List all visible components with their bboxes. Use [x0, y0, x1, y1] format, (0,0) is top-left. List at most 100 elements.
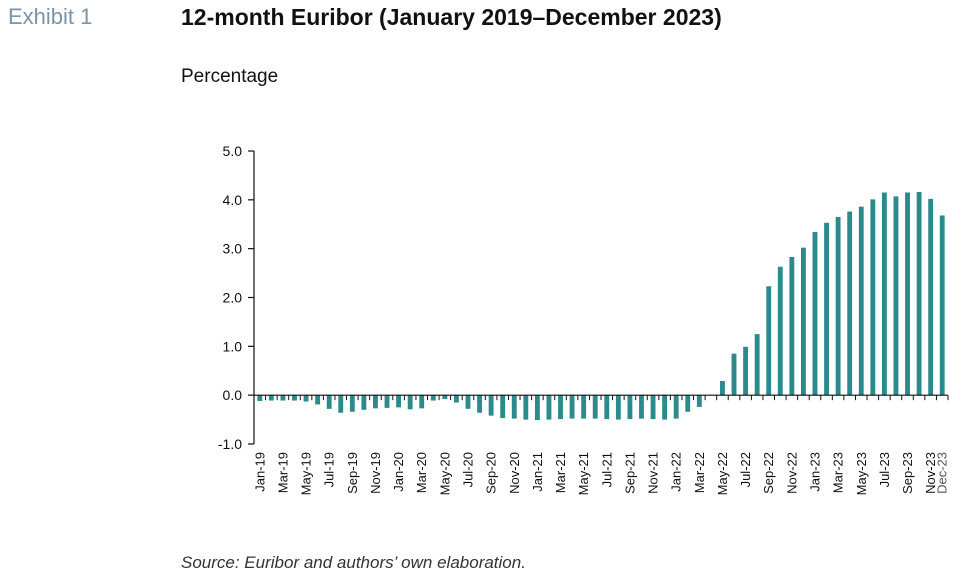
y-tick-label: 3.0: [223, 241, 243, 257]
x-tick-label-Jan-19: Jan-19: [252, 452, 267, 492]
bar-May-19: [303, 395, 309, 402]
bar-Nov-21: [650, 395, 656, 420]
bar-Sep-22: [766, 286, 772, 396]
bar-Oct-23: [916, 192, 922, 396]
bar-Jul-20: [465, 395, 471, 409]
y-tick-label: 0.0: [223, 387, 243, 403]
source-note: Source: Euribor and authors’ own elabora…: [181, 553, 526, 572]
x-tick-label-Nov-19: Nov-19: [368, 452, 383, 494]
x-tick-label-Mar-19: Mar-19: [275, 452, 290, 493]
x-tick-label-Sep-22: Sep-22: [761, 452, 776, 494]
x-tick-label-May-19: May-19: [299, 452, 314, 495]
y-axis-unit-label: Percentage: [181, 66, 279, 87]
bar-Apr-19: [292, 395, 297, 401]
bar-May-20: [442, 395, 448, 400]
bar-Jul-21: [604, 395, 610, 420]
bar-Feb-22: [685, 395, 691, 412]
x-tick-label-Nov-21: Nov-21: [646, 452, 661, 494]
bar-Jul-19: [326, 395, 332, 409]
x-tick-label-Jul-20: Jul-20: [460, 452, 475, 487]
bar-Mar-23: [835, 216, 841, 396]
chart-title: 12-month Euribor (January 2019–December …: [181, 4, 722, 30]
bar-Sep-19: [349, 395, 355, 412]
bar-Jan-20: [396, 395, 402, 408]
x-tick-label-Jan-22: Jan-22: [669, 452, 684, 492]
bar-Nov-19: [373, 395, 378, 409]
bar-Aug-19: [338, 395, 344, 413]
bar-Dec-21: [662, 395, 668, 420]
x-tick-label-Dec-23: Dec-23: [935, 452, 950, 494]
x-tick-label-Mar-23: Mar-23: [831, 452, 846, 493]
x-tick-label-Jan-21: Jan-21: [530, 452, 545, 492]
bar-Jan-22: [673, 395, 679, 419]
bar-Feb-21: [546, 395, 552, 420]
x-tick-label-Mar-22: Mar-22: [692, 452, 707, 493]
x-tick-label-Jan-23: Jan-23: [807, 452, 822, 492]
bar-Nov-22: [789, 256, 795, 396]
bar-Feb-19: [268, 395, 274, 401]
x-tick-label-Mar-20: Mar-20: [414, 452, 429, 493]
x-tick-label-Sep-23: Sep-23: [900, 452, 915, 494]
bar-Oct-19: [361, 395, 367, 410]
bar-May-22: [720, 381, 725, 396]
bar-Sep-23: [905, 192, 910, 396]
bar-Jul-22: [743, 346, 749, 396]
bar-Oct-21: [639, 395, 644, 419]
bar-Jan-21: [534, 395, 540, 421]
bar-Oct-20: [500, 395, 506, 419]
bar-May-21: [581, 395, 587, 419]
bar-Mar-20: [419, 395, 425, 409]
y-tick-label: -1.0: [218, 436, 242, 452]
bar-Oct-22: [777, 266, 783, 396]
bar-Jun-22: [731, 353, 737, 396]
y-tick-label: 2.0: [223, 290, 243, 306]
bar-Jun-20: [453, 395, 459, 403]
x-tick-label-May-20: May-20: [437, 452, 452, 495]
bar-Dec-22: [800, 247, 806, 396]
bar-Jun-19: [315, 395, 321, 405]
x-tick-label-Jan-20: Jan-20: [391, 452, 406, 492]
bar-Jan-23: [812, 232, 818, 396]
x-tick-label-Sep-19: Sep-19: [345, 452, 360, 494]
bar-Apr-20: [430, 395, 436, 401]
x-tick-label-May-23: May-23: [854, 452, 869, 495]
x-tick-label-Mar-21: Mar-21: [553, 452, 568, 493]
bar-Mar-19: [280, 395, 286, 401]
y-tick-label: 5.0: [223, 143, 243, 159]
bar-Mar-21: [558, 395, 563, 420]
x-tick-label-Nov-20: Nov-20: [507, 452, 522, 494]
x-tick-label-Sep-20: Sep-20: [484, 452, 499, 494]
bar-Dec-23: [939, 215, 945, 396]
x-tick-label-Nov-23: Nov-23: [923, 452, 938, 494]
bar-Sep-20: [488, 395, 494, 416]
x-tick-label-Jul-22: Jul-22: [738, 452, 753, 487]
y-tick-label: 1.0: [223, 338, 243, 354]
bar-Aug-23: [893, 196, 899, 396]
bar-Apr-21: [569, 395, 575, 419]
bar-Aug-22: [754, 334, 760, 396]
x-tick-label-May-21: May-21: [576, 452, 591, 495]
bar-Dec-20: [523, 395, 529, 420]
bar-Jan-19: [257, 395, 263, 402]
x-tick-label-Sep-21: Sep-21: [622, 452, 637, 494]
exhibit-label: Exhibit 1: [8, 4, 93, 29]
x-tick-label-Jul-19: Jul-19: [322, 452, 337, 487]
bar-Aug-21: [615, 395, 621, 420]
x-tick-label-Jul-23: Jul-23: [877, 452, 892, 487]
x-tick-label-Nov-22: Nov-22: [784, 452, 799, 494]
bar-Jul-23: [881, 192, 887, 396]
bar-May-23: [858, 206, 864, 396]
y-tick-label: 4.0: [223, 192, 243, 208]
bar-Feb-23: [824, 222, 829, 396]
bar-Jun-21: [592, 395, 598, 419]
x-tick-label-May-22: May-22: [715, 452, 730, 495]
bar-Mar-22: [696, 395, 702, 407]
x-tick-label-Jul-21: Jul-21: [599, 452, 614, 487]
bar-Apr-23: [847, 211, 853, 396]
bar-Aug-20: [477, 395, 482, 413]
bar-Nov-20: [511, 395, 517, 419]
bar-Feb-20: [407, 395, 413, 410]
bar-Dec-19: [384, 395, 390, 408]
bar-Jun-23: [870, 199, 876, 396]
